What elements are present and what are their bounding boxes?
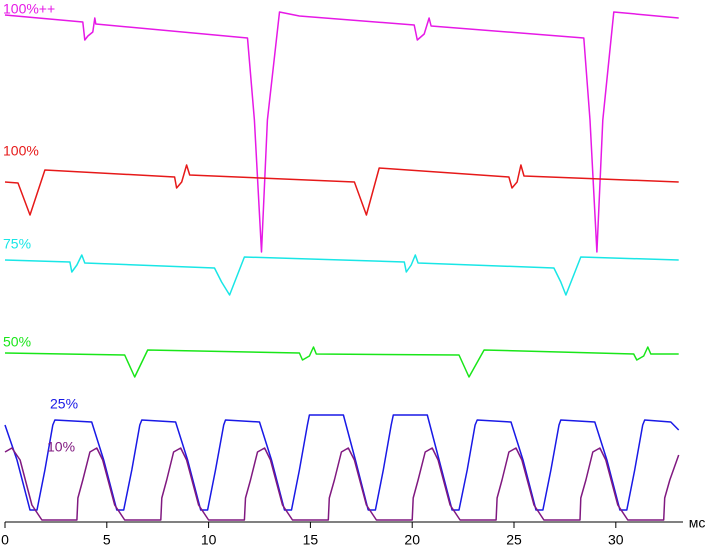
trace — [4, 346, 679, 378]
trace-label: 50% — [3, 334, 31, 350]
x-tick-label: 25 — [506, 532, 522, 548]
trace-label: 75% — [3, 236, 31, 252]
trace — [4, 447, 680, 521]
trace-label: 100% — [3, 143, 39, 159]
trace — [4, 414, 680, 511]
x-axis-label: мс — [689, 515, 706, 531]
x-tick-label: 20 — [404, 532, 420, 548]
trace-label: 25% — [50, 396, 78, 412]
trace-label: 100%++ — [3, 1, 55, 17]
x-tick-label: 0 — [1, 532, 9, 548]
trace — [4, 164, 679, 216]
x-tick-label: 30 — [608, 532, 624, 548]
trace — [4, 11, 679, 253]
x-tick-label: 5 — [103, 532, 111, 548]
x-tick-label: 15 — [303, 532, 319, 548]
trace — [4, 254, 679, 296]
trace-label: 10% — [47, 439, 75, 455]
x-tick-label: 10 — [201, 532, 217, 548]
